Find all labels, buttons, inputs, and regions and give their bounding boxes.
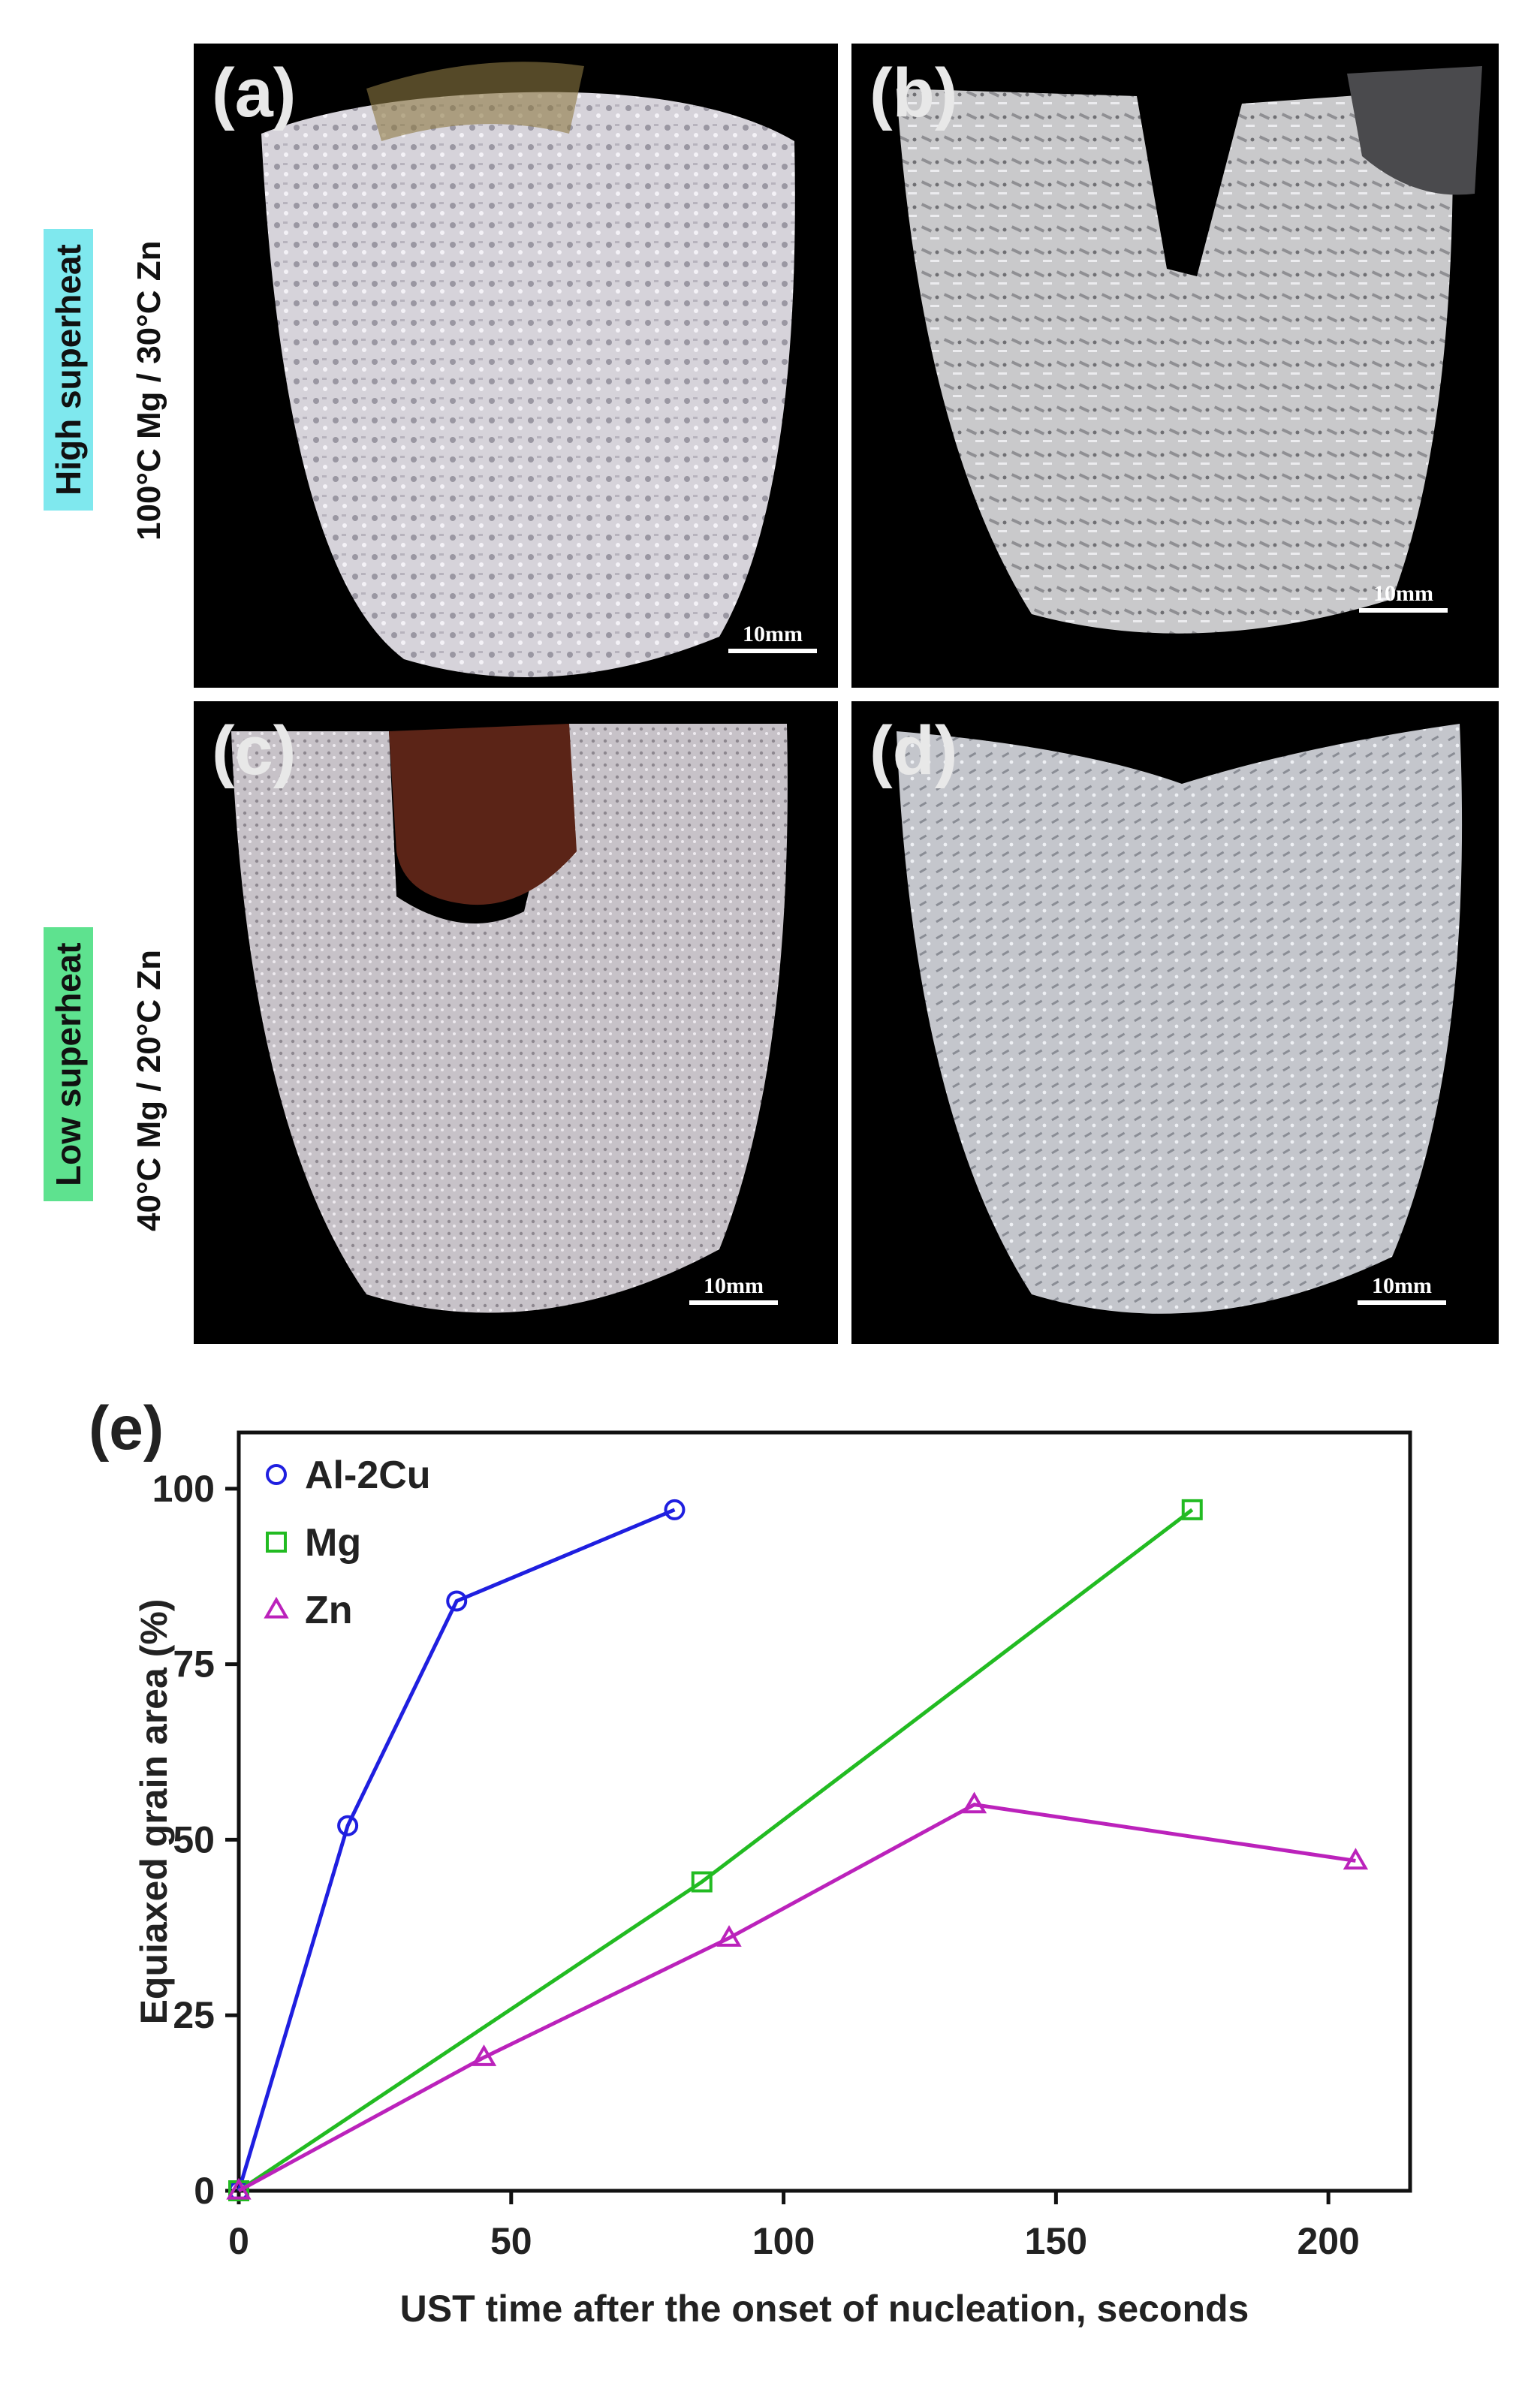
panel-b: (b) 10mm — [851, 44, 1499, 688]
y-tick-label: 75 — [173, 1643, 215, 1686]
series-mg — [228, 1499, 1203, 2201]
data-point-triangle — [264, 1596, 289, 1619]
panel-a-label: (a) — [212, 55, 297, 131]
panel-d-label: (d) — [869, 712, 958, 789]
high-superheat-condition: 100°C Mg / 30°C Zn — [131, 240, 167, 541]
chart-label: (e) — [89, 1394, 164, 1463]
panel-b-label: (b) — [869, 55, 958, 131]
ingot-macrograph-a — [261, 62, 795, 677]
data-point-triangle — [1343, 1848, 1369, 1870]
row-label-bottom-condition: 40°C Mg / 20°C Zn — [131, 950, 168, 1231]
scale-bar-c: 10mm — [689, 1273, 778, 1305]
legend-entry: Mg — [266, 1521, 361, 1565]
row-label-top: High superheat — [44, 229, 93, 511]
scale-bar-d: 10mm — [1358, 1273, 1446, 1305]
series-line — [237, 1508, 676, 2192]
y-tick-label: 100 — [152, 1468, 215, 1510]
series-line — [237, 1508, 1194, 2193]
data-point-circle — [266, 1464, 287, 1485]
data-point-circle — [664, 1499, 686, 1520]
ingot-macrograph-b — [897, 66, 1482, 634]
x-axis-label: UST time after the onset of nucleation, … — [400, 2288, 1249, 2330]
data-point-circle — [337, 1815, 359, 1836]
plot-frame — [237, 1430, 1412, 2193]
data-point-triangle — [961, 1791, 987, 1814]
low-superheat-tag: Low superheat — [44, 927, 93, 1201]
y-tick-label: 50 — [173, 1818, 215, 1860]
x-tick-label: 0 — [228, 2220, 249, 2262]
panel-c-label: (c) — [212, 712, 297, 789]
high-superheat-tag: High superheat — [44, 229, 93, 511]
panel-c: (c) 10mm — [194, 701, 838, 1344]
row-label-top-condition: 100°C Mg / 30°C Zn — [131, 240, 168, 541]
data-point-square — [691, 1871, 713, 1893]
scale-bar-b: 10mm — [1359, 581, 1448, 613]
equiaxed-area-chart: (e) 0 50 100 150 200 0 25 50 75 100 Al-2Cu Mg Zn US… — [89, 1394, 1412, 2330]
y-tick-label: 25 — [173, 1994, 215, 2036]
data-point-square — [1181, 1499, 1203, 1520]
series-line — [237, 1803, 1356, 2193]
data-point-triangle — [471, 2044, 497, 2066]
data-point-triangle — [716, 1925, 742, 1947]
x-tick-label: 50 — [490, 2220, 532, 2262]
row-label-bottom: Low superheat — [44, 927, 93, 1201]
y-axis-label: Equiaxed grain area (%) — [133, 1599, 175, 2025]
data-point-circle — [446, 1590, 468, 1612]
data-point-square — [266, 1532, 287, 1553]
low-superheat-condition: 40°C Mg / 20°C Zn — [131, 949, 167, 1231]
legend-label: Al-2Cu — [305, 1454, 431, 1497]
panel-d: (d) 10mm — [851, 701, 1499, 1344]
scale-bar-a-text: 10mm — [743, 622, 803, 646]
ingot-macrograph-c — [231, 724, 788, 1313]
ingot-macrograph-d — [897, 724, 1463, 1314]
legend-label: Zn — [305, 1589, 353, 1632]
y-tick-label: 0 — [194, 2170, 215, 2212]
x-tick-label: 100 — [752, 2220, 815, 2262]
scale-bar-c-text: 10mm — [704, 1273, 764, 1298]
scale-bar-b-text: 10mm — [1373, 581, 1433, 606]
series-al-2cu — [228, 1499, 686, 2201]
scale-bar-a: 10mm — [728, 622, 817, 653]
data-point-triangle — [226, 2177, 252, 2200]
legend-entry: Al-2Cu — [266, 1454, 431, 1497]
legend-label: Mg — [305, 1521, 361, 1565]
panel-a: (a) 10mm — [194, 44, 838, 688]
series-zn — [226, 1791, 1369, 2200]
legend-entry: Zn — [264, 1589, 353, 1632]
x-tick-label: 150 — [1025, 2220, 1087, 2262]
scale-bar-d-text: 10mm — [1372, 1273, 1432, 1298]
x-tick-label: 200 — [1297, 2220, 1359, 2262]
